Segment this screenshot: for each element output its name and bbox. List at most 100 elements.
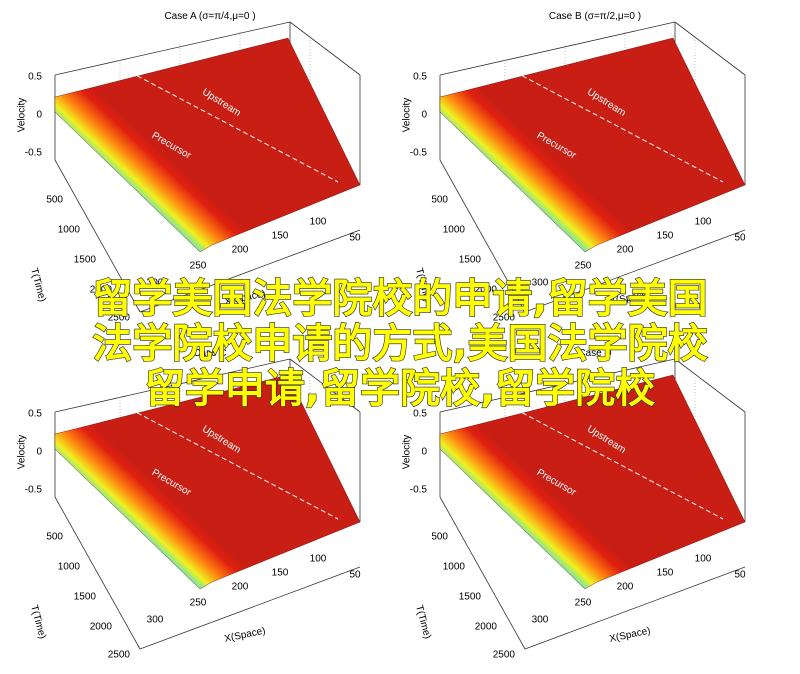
z-tick-label: 0.5 bbox=[28, 72, 42, 83]
z-tick-label: -0.5 bbox=[410, 485, 428, 496]
panel-title: Case A (σ=π/4,μ=0 ) bbox=[164, 11, 255, 22]
t-tick-label: 500 bbox=[46, 532, 63, 543]
x-tick-label: 150 bbox=[657, 231, 674, 242]
z-axis-label: Velocity bbox=[17, 435, 28, 469]
surface-panel: Case D 0.5 0 -0.5 Velocity 500 1000 1500 2000 250… bbox=[402, 348, 746, 661]
t-tick-label: 2000 bbox=[90, 285, 113, 296]
surface bbox=[54, 374, 361, 590]
t-tick-label: 1000 bbox=[443, 225, 466, 236]
t-axis-label: T(Time) bbox=[28, 604, 48, 640]
overlay-text: 留学美国法学院校的申请,留学美国 bbox=[92, 276, 707, 322]
surface bbox=[54, 37, 361, 253]
surface bbox=[439, 374, 746, 590]
x-tick-label: 150 bbox=[272, 231, 289, 242]
t-tick-label: 500 bbox=[431, 532, 448, 543]
z-tick-label: 0 bbox=[36, 447, 42, 458]
axis-line bbox=[439, 159, 526, 313]
t-tick-label: 2500 bbox=[493, 650, 516, 661]
t-axis-label: T(Time) bbox=[28, 267, 48, 303]
surface-panel: Case C 0.5 0 -0.5 Velocity 500 1000 1500 2000 250… bbox=[17, 348, 361, 661]
x-tick-label: 100 bbox=[310, 554, 327, 565]
x-tick-label: 50 bbox=[734, 233, 746, 244]
x-tick-label: 100 bbox=[695, 217, 712, 228]
axis-line bbox=[139, 229, 361, 313]
z-tick-label: -0.5 bbox=[25, 148, 43, 159]
t-tick-label: 1500 bbox=[74, 592, 97, 603]
t-axis-label: T(Time) bbox=[413, 604, 433, 640]
x-tick-label: 250 bbox=[190, 598, 207, 609]
panel-title: Case D bbox=[578, 348, 611, 359]
z-tick-label: 0 bbox=[36, 110, 42, 121]
t-tick-label: 1500 bbox=[74, 255, 97, 266]
x-tick-label: 100 bbox=[310, 217, 327, 228]
t-tick-label: 1000 bbox=[58, 225, 81, 236]
axis-line bbox=[524, 566, 746, 650]
t-tick-label: 2000 bbox=[90, 622, 113, 633]
t-tick-label: 2000 bbox=[475, 622, 498, 633]
front-line bbox=[514, 408, 724, 520]
panel-title: Case B (σ=π/2,μ=0 ) bbox=[549, 11, 641, 22]
z-axis-label: Velocity bbox=[402, 435, 413, 469]
axis-line bbox=[674, 21, 746, 76]
x-tick-label: 300 bbox=[532, 615, 549, 626]
z-tick-label: -0.5 bbox=[410, 148, 428, 159]
x-tick-label: 300 bbox=[147, 615, 164, 626]
z-tick-label: 0.5 bbox=[413, 72, 427, 83]
x-tick-label: 50 bbox=[734, 570, 746, 581]
axis-line bbox=[54, 21, 291, 76]
axis-line bbox=[439, 496, 526, 650]
t-tick-label: 500 bbox=[431, 195, 448, 206]
x-axis-label: X(Space) bbox=[223, 625, 266, 644]
z-tick-label: -0.5 bbox=[25, 485, 43, 496]
z-tick-label: 0.5 bbox=[413, 409, 427, 420]
t-tick-label: 500 bbox=[46, 195, 63, 206]
axis-line bbox=[289, 358, 361, 413]
axis-line bbox=[139, 566, 361, 650]
x-tick-label: 100 bbox=[695, 554, 712, 565]
x-tick-label: 300 bbox=[532, 278, 549, 289]
axis-line bbox=[524, 229, 746, 313]
overlay-text: 法学院校申请的方式,美国法学院校 bbox=[92, 321, 707, 367]
x-tick-label: 250 bbox=[190, 261, 207, 272]
panel-title: Case C bbox=[193, 348, 226, 359]
x-tick-label: 300 bbox=[147, 278, 164, 289]
surface-panel: Case B (σ=π/2,μ=0 ) 0.5 0 -0.5 Velocity 500 10… bbox=[402, 11, 746, 324]
axis-line bbox=[54, 159, 141, 313]
t-tick-label: 1000 bbox=[443, 562, 466, 573]
z-axis-label: Velocity bbox=[17, 98, 28, 132]
z-tick-label: 0 bbox=[421, 110, 427, 121]
x-tick-label: 200 bbox=[617, 245, 634, 256]
axis-line bbox=[54, 358, 291, 413]
t-tick-label: 1500 bbox=[459, 592, 482, 603]
z-axis-label: Velocity bbox=[402, 98, 413, 132]
t-tick-label: 2500 bbox=[108, 313, 131, 324]
x-tick-label: 50 bbox=[349, 570, 361, 581]
front-line bbox=[129, 71, 339, 183]
axis-line bbox=[439, 358, 676, 413]
t-tick-label: 1500 bbox=[459, 255, 482, 266]
t-tick-label: 1000 bbox=[58, 562, 81, 573]
x-tick-label: 250 bbox=[575, 261, 592, 272]
z-tick-label: 0.5 bbox=[28, 409, 42, 420]
front-line bbox=[129, 408, 339, 520]
axis-line bbox=[289, 21, 361, 76]
axis-line bbox=[439, 21, 676, 76]
x-tick-label: 200 bbox=[232, 582, 249, 593]
x-tick-label: 50 bbox=[349, 233, 361, 244]
x-tick-label: 150 bbox=[657, 568, 674, 579]
x-tick-label: 200 bbox=[617, 582, 634, 593]
t-tick-label: 2500 bbox=[108, 650, 131, 661]
x-axis-label: X(Space) bbox=[608, 625, 651, 644]
x-tick-label: 250 bbox=[575, 598, 592, 609]
overlay-text: 留学申请,留学院校,留学院校 bbox=[145, 366, 655, 412]
axis-line bbox=[54, 496, 141, 650]
front-line bbox=[514, 71, 724, 183]
z-tick-label: 0 bbox=[421, 447, 427, 458]
axis-line bbox=[674, 358, 746, 413]
t-tick-label: 2500 bbox=[493, 313, 516, 324]
surface bbox=[439, 37, 746, 253]
t-tick-label: 2000 bbox=[475, 285, 498, 296]
x-tick-label: 150 bbox=[272, 568, 289, 579]
x-tick-label: 200 bbox=[232, 245, 249, 256]
